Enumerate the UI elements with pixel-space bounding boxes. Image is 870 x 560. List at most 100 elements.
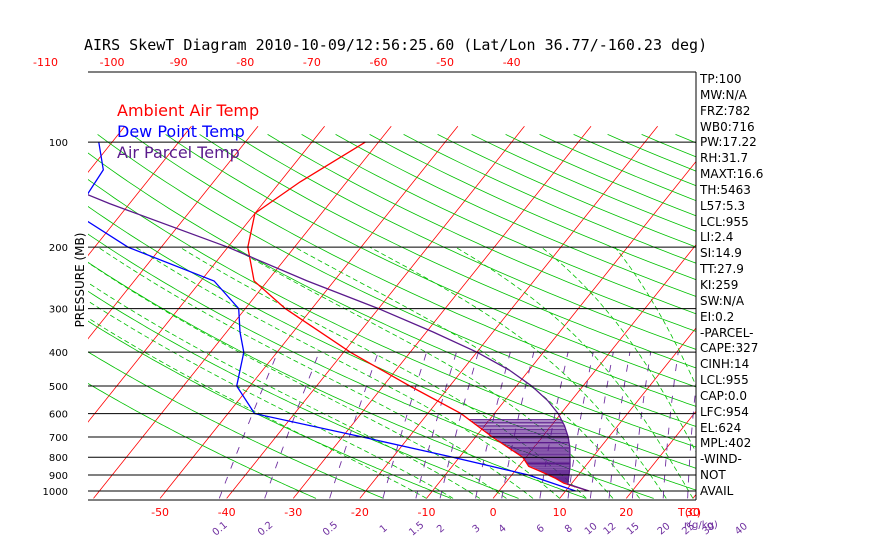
stat-item: TH:5463 [700, 182, 751, 197]
dry-adiabat-line [233, 134, 696, 350]
mixing-ratio-line [589, 352, 614, 499]
top-temp-tick-label: -40 [503, 56, 521, 69]
isotherm-line [559, 327, 696, 499]
mixing-ratio-line [218, 352, 279, 499]
dry-adiabat-line [131, 134, 696, 407]
bottom-temp-tick-label: 30 [686, 506, 700, 519]
pressure-tick-label: 800 [49, 453, 68, 464]
dry-adiabat-line [165, 134, 696, 388]
bottom-temp-tick-label: 20 [619, 506, 633, 519]
bottom-temp-tick-label: -50 [151, 506, 169, 519]
isotherm-line [88, 125, 192, 257]
mixing-ratio-line [567, 352, 594, 499]
moist-adiabat-line [88, 300, 454, 499]
isotherm-line [292, 125, 592, 499]
mixing-ratio-line [475, 352, 511, 499]
mixing-ratio-tick-label: 4 [497, 523, 509, 536]
mixing-ratio-line [662, 352, 679, 499]
legend-ambient-air-temp: Ambient Air Temp [117, 101, 260, 120]
stat-item: MW:N/A [700, 87, 747, 102]
mixing-ratio-tick-label: 0.2 [256, 520, 275, 539]
mixing-ratio-tick-label: 10 [583, 521, 600, 538]
pressure-tick-label: 200 [49, 243, 68, 254]
mixing-ratio-line [264, 352, 320, 499]
mixing-ratio-tick-label: 15 [625, 521, 642, 538]
stat-item: -WIND- [700, 452, 742, 467]
stat-item: TP:100 [700, 72, 742, 86]
moist-adiabat-line [88, 282, 481, 499]
pressure-tick-label: 1000 [43, 487, 68, 498]
pressure-tick-label: 100 [49, 138, 68, 149]
dry-adiabat-line [97, 134, 696, 427]
pressure-tick-label: 500 [49, 382, 68, 393]
dry-adiabat-line [301, 134, 696, 315]
air-parcel-temp-line [88, 194, 590, 492]
stat-item: WB0:716 [700, 119, 755, 134]
pressure-tick-label: 600 [49, 410, 68, 421]
x-axis-label: T(C) [677, 506, 701, 519]
isotherm-line [625, 410, 696, 499]
mixing-ratio-line [539, 352, 569, 499]
moist-adiabat-line [614, 246, 696, 387]
isotherm-line [359, 125, 658, 499]
stat-item: LI:2.4 [700, 230, 734, 245]
dry-adiabat-line [267, 134, 696, 332]
isotherm-line [226, 125, 525, 499]
moist-adiabat-line [88, 262, 507, 499]
stat-item: L57:5.3 [700, 198, 746, 213]
bottom-temp-tick-label: -20 [351, 506, 369, 519]
dry-adiabat-line [88, 351, 384, 499]
top-temp-tick-label: -70 [303, 56, 321, 69]
stat-item: AVAIL [700, 483, 734, 498]
mixing-ratio-tick-label: 2 [435, 523, 447, 536]
mixing-ratio-line [329, 352, 379, 499]
dry-adiabat-line [88, 205, 696, 491]
top-temp-tick-label: -90 [170, 56, 188, 69]
dry-adiabat-line [88, 178, 696, 469]
mixing-ratio-line [501, 352, 535, 499]
stat-item: CAP:0.0 [700, 388, 747, 403]
isotherm-line [159, 125, 459, 499]
isotherm-line [93, 125, 392, 499]
dry-adiabat-line [88, 320, 452, 499]
stat-item: NOT [700, 468, 726, 483]
chart-title: AIRS SkewT Diagram 2010-10-09/12:56:25.6… [84, 36, 708, 54]
stat-item: CAPE:327 [700, 341, 759, 356]
mixing-ratio-tick-label: 0.1 [211, 520, 230, 539]
stat-item: PW:17.22 [700, 135, 757, 150]
top-temp-tick-label: -100 [100, 56, 125, 69]
chart-legend: Ambient Air Temp Dew Point Temp Air Parc… [117, 100, 259, 163]
pressure-tick-label: 700 [49, 433, 68, 444]
bottom-temp-tick-label: -40 [218, 506, 236, 519]
moist-adiabat-line [369, 246, 667, 499]
isotherm-line [88, 125, 325, 423]
mixing-ratio-tick-label: 1.5 [407, 520, 426, 539]
mixing-ratio-tick-label: 0.5 [321, 520, 340, 539]
top-temp-tick-label: -110 [33, 56, 58, 69]
dew-point-temp-line [88, 142, 576, 492]
stat-item: EI:0.2 [700, 309, 735, 324]
stat-item: LCL:955 [700, 214, 749, 229]
mixing-ratio-line [687, 381, 696, 499]
stat-item: MPL:402 [700, 436, 752, 451]
mixing-ratio-tick-label: 6 [535, 523, 547, 536]
stat-item: MAXT:16.6 [700, 167, 764, 182]
stat-item: LFC:954 [700, 404, 749, 419]
legend-dew-point-temp: Dew Point Temp [117, 122, 245, 141]
stat-item: RH:31.7 [700, 151, 749, 166]
mixing-ratio-tick-label: 1 [378, 523, 390, 536]
stat-item: FRZ:782 [700, 103, 751, 118]
pressure-tick-label: 900 [49, 471, 68, 482]
dry-adiabat-line [88, 261, 587, 499]
moist-adiabat-line [294, 246, 640, 499]
stats-panel: TP:100 MW:N/A FRZ:782 WB0:716 PW:17.22 RH:31.… [700, 72, 860, 500]
mixing-ratio-tick-label: 12 [602, 521, 619, 538]
stat-item: EL:624 [700, 420, 742, 435]
mixing-ratio-line [439, 352, 479, 499]
stat-item: SI:14.9 [700, 246, 742, 261]
stat-item: LCL:955 [700, 373, 749, 388]
stat-item: TT:27.9 [700, 262, 744, 277]
dry-adiabat-line [88, 233, 654, 499]
stat-item: KI:259 [700, 277, 739, 292]
